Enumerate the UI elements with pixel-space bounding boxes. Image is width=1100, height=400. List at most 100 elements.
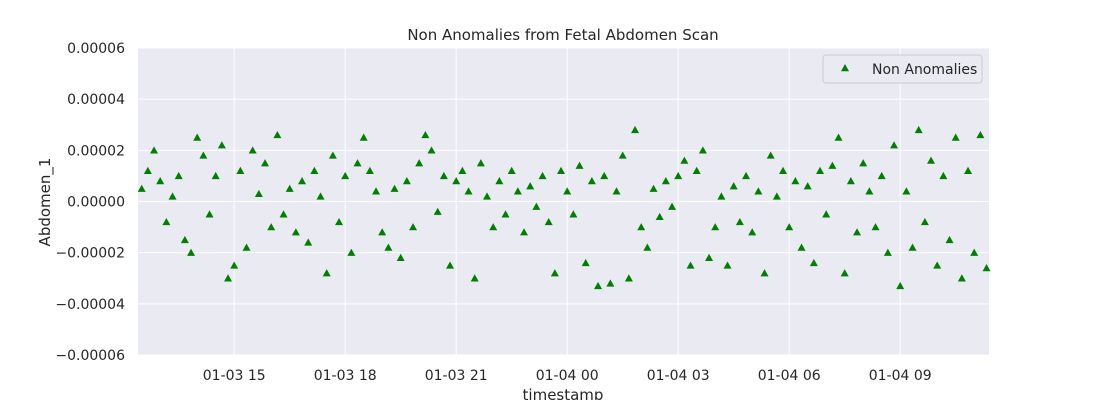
data-point	[513, 187, 522, 195]
data-point	[871, 223, 880, 231]
data-point	[224, 274, 233, 282]
x-tick-label: 01-04 06	[758, 368, 821, 384]
data-point	[483, 192, 492, 200]
x-tick-label: 01-03 15	[203, 368, 266, 384]
data-point	[748, 228, 757, 236]
data-point	[390, 184, 399, 192]
data-point	[766, 151, 775, 159]
data-point	[791, 177, 800, 185]
data-point	[538, 171, 547, 180]
x-tick-label: 01-04 00	[536, 368, 599, 384]
data-point	[285, 184, 294, 192]
y-tick-label: −0.00002	[55, 246, 125, 262]
data-point	[692, 166, 701, 174]
y-tick-label: −0.00006	[55, 348, 125, 364]
data-point	[705, 253, 714, 261]
data-point	[711, 223, 720, 231]
data-point	[939, 171, 948, 180]
data-point	[717, 192, 726, 200]
data-point	[359, 133, 368, 141]
data-point	[298, 177, 307, 185]
data-point	[606, 279, 615, 287]
data-point	[520, 228, 529, 236]
data-point	[347, 248, 356, 256]
data-point	[421, 130, 430, 139]
data-point	[754, 187, 763, 195]
data-point	[883, 248, 892, 256]
data-point	[439, 171, 448, 180]
data-point	[458, 166, 467, 174]
data-point	[273, 130, 282, 139]
data-point	[396, 253, 405, 261]
data-point	[446, 261, 455, 269]
data-point	[982, 264, 991, 272]
data-point	[365, 166, 374, 174]
data-point	[859, 159, 868, 167]
legend-marker-triangle-icon	[841, 64, 849, 72]
data-point	[668, 202, 677, 210]
data-point	[433, 207, 442, 215]
data-point	[452, 177, 461, 185]
data-point	[341, 171, 350, 180]
data-point	[310, 166, 319, 174]
data-point	[803, 182, 812, 190]
data-point	[507, 166, 516, 174]
data-point	[945, 235, 954, 244]
x-tick-label: 01-04 09	[869, 368, 932, 384]
data-point	[378, 228, 387, 236]
data-point	[809, 258, 818, 267]
data-point	[217, 141, 226, 149]
data-point	[199, 151, 208, 159]
x-axis-ticks: 01-03 15 01-03 18 01-03 21 01-04 00 01-04 03…	[203, 368, 932, 384]
data-point	[840, 269, 849, 277]
data-point	[470, 274, 479, 282]
data-point	[569, 210, 578, 218]
data-point	[261, 159, 270, 167]
data-point	[600, 171, 609, 180]
data-point	[322, 269, 331, 277]
data-point	[618, 151, 627, 159]
data-point	[254, 189, 263, 198]
data-point	[772, 192, 781, 200]
data-point	[846, 177, 855, 185]
data-point	[890, 141, 899, 149]
y-tick-label: 0.00006	[67, 41, 125, 57]
data-point	[729, 182, 738, 190]
data-point	[964, 166, 973, 174]
data-point	[853, 228, 862, 236]
data-point	[409, 223, 418, 231]
data-point	[587, 177, 596, 185]
data-point	[415, 159, 424, 167]
data-point	[970, 248, 979, 256]
data-point	[557, 166, 566, 174]
data-point	[723, 261, 732, 269]
x-tick-label: 01-04 03	[647, 368, 710, 384]
data-point	[328, 151, 337, 159]
data-point	[205, 210, 214, 218]
y-tick-label: 0.00002	[67, 143, 125, 159]
data-point	[643, 243, 652, 251]
data-point	[575, 161, 584, 169]
data-point	[686, 261, 695, 269]
grid-lines	[138, 47, 989, 356]
data-point	[174, 171, 183, 180]
x-tick-label: 01-03 18	[314, 368, 377, 384]
data-point	[150, 146, 159, 154]
data-point	[489, 223, 498, 231]
data-point	[193, 133, 202, 141]
data-point	[501, 210, 510, 218]
data-point	[951, 133, 960, 141]
data-point	[735, 217, 744, 226]
data-point	[544, 217, 553, 226]
data-point	[631, 125, 640, 134]
data-point	[624, 274, 633, 282]
data-point	[532, 202, 541, 210]
data-point	[612, 187, 621, 195]
data-point	[865, 187, 874, 195]
data-point	[680, 156, 689, 164]
data-point	[896, 281, 905, 290]
data-point	[427, 146, 436, 154]
data-point	[834, 133, 843, 141]
legend-label: Non Anomalies	[872, 62, 977, 78]
